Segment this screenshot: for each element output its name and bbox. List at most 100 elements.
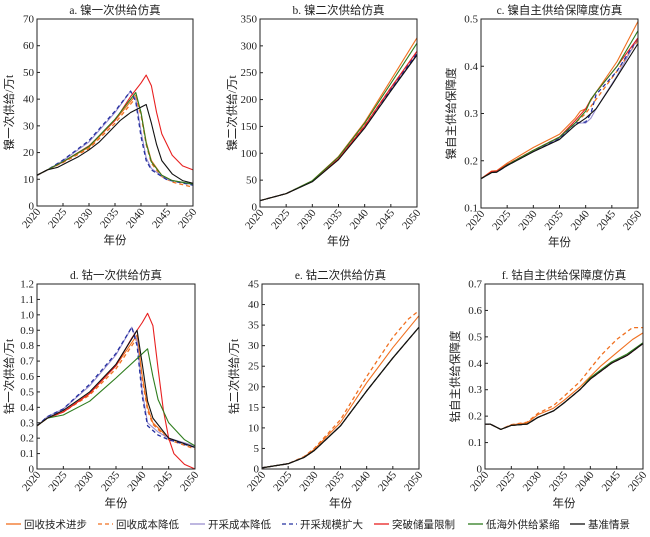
y-tick-label: 20 [248, 381, 260, 393]
x-tick-label: 2045 [595, 208, 619, 233]
x-tick-label: 2020 [20, 469, 44, 494]
y-tick-label: 0.5 [468, 331, 482, 343]
x-tick-label: 2040 [350, 469, 374, 494]
x-tick-label: 2035 [99, 469, 123, 494]
y-tick-label: 0.2 [464, 155, 478, 167]
y-axis-label: 镍一次供给/万t [2, 74, 16, 150]
series-line [261, 326, 420, 469]
x-tick-label: 2035 [321, 207, 345, 232]
y-axis-label: 镍二次供给/万t [225, 75, 239, 151]
x-tick-label: 2020 [20, 206, 44, 231]
series-line [259, 50, 418, 202]
series-line [36, 334, 196, 448]
y-tick-label: 15 [248, 402, 260, 414]
y-tick-label: 35 [248, 320, 260, 332]
series-line [480, 21, 639, 180]
y-tick-label: 250 [241, 67, 258, 79]
series-line [36, 103, 194, 184]
y-tick-label: 0.1 [464, 203, 478, 215]
x-axis-label: 年份 [327, 234, 350, 248]
y-tick-label: 40 [23, 94, 35, 106]
legend-item: 低海外供给紧缩 [468, 518, 560, 531]
y-tick-label: 30 [23, 120, 35, 132]
x-tick-label: 2035 [547, 469, 571, 494]
series-line [485, 342, 644, 430]
y-tick-label: 0.3 [468, 384, 482, 396]
x-tick-label: 2035 [542, 208, 566, 233]
y-axis-label: 钴一次供给/万t [2, 338, 16, 414]
y-tick-label: 0.2 [20, 433, 34, 445]
y-tick-label: 1.0 [20, 309, 34, 321]
series-line [261, 326, 420, 469]
y-tick-label: 5 [254, 443, 260, 455]
series-line [261, 326, 420, 469]
y-tick-label: 50 [23, 67, 35, 79]
series-line [261, 326, 420, 469]
legend-label: 回收成本降低 [116, 518, 179, 531]
y-tick-label: 0.3 [464, 108, 478, 120]
series-line [480, 37, 639, 180]
x-tick-label: 2020 [245, 469, 269, 494]
y-tick-label: 0 [29, 201, 35, 213]
y-tick-label: 25 [248, 361, 260, 373]
series-line [485, 326, 643, 431]
x-axis-label: 年份 [104, 233, 127, 247]
series-line [36, 329, 196, 448]
legend-item: 突破储量限制 [374, 518, 455, 531]
y-tick-label: 0.7 [468, 279, 482, 291]
y-tick-label: 45 [248, 279, 260, 291]
y-tick-label: 200 [241, 94, 258, 106]
series-line [485, 343, 644, 430]
plot-frame [259, 18, 418, 208]
y-tick-label: 10 [248, 422, 260, 434]
chart-title: d. 钴一次供给仿真 [70, 268, 162, 282]
x-tick-label: 2020 [243, 207, 267, 232]
x-tick-label: 2040 [573, 469, 597, 494]
y-tick-label: 20 [23, 147, 35, 159]
y-tick-label: 40 [248, 299, 260, 311]
series-line [36, 326, 196, 447]
x-tick-label: 2035 [323, 469, 347, 494]
y-tick-label: 0.3 [20, 417, 34, 429]
x-axis-label: 年份 [329, 496, 352, 510]
x-tick-label: 2035 [98, 206, 122, 231]
x-tick-label: 2020 [468, 469, 492, 494]
y-tick-label: 60 [23, 40, 35, 52]
y-tick-label: 0.4 [20, 402, 34, 414]
legend-item: 回收技术进步 [6, 518, 87, 531]
y-axis-label: 钴二次供给/万t [227, 338, 241, 414]
y-tick-label: 350 [241, 14, 258, 26]
y-tick-label: 300 [241, 40, 258, 52]
x-tick-label: 2045 [150, 206, 174, 231]
y-tick-label: 30 [248, 340, 260, 352]
x-tick-label: 2045 [152, 469, 176, 494]
legend-label: 回收技术进步 [24, 518, 87, 531]
series-line [259, 51, 418, 202]
legend-label: 基准情景 [588, 518, 630, 531]
series-line [259, 54, 418, 202]
legend: 回收技术进步 回收成本降低 开采成本降低 开采规模扩大 突破储量限制 低海外供给紧缩 基准情… [6, 518, 630, 531]
x-tick-label: 2050 [402, 469, 426, 494]
y-tick-label: 0.6 [468, 305, 482, 317]
x-tick-label: 2050 [178, 469, 202, 494]
y-tick-label: 1.1 [20, 294, 34, 306]
series-line [259, 37, 418, 202]
series-line [485, 342, 644, 431]
x-tick-label: 2040 [348, 207, 372, 232]
x-tick-label: 2050 [626, 469, 650, 494]
y-axis-label: 镍自主供给保障度 [444, 67, 458, 159]
y-tick-label: 0 [29, 464, 35, 476]
y-tick-label: 0.8 [20, 340, 34, 352]
y-tick-label: 150 [241, 121, 258, 133]
chart-title: a. 镍一次供给仿真 [69, 3, 160, 17]
chart-title: c. 镍自主供给保障度仿真 [497, 3, 623, 17]
legend-label: 低海外供给紧缩 [486, 518, 560, 531]
y-tick-label: 100 [241, 148, 258, 160]
series-line [480, 37, 639, 180]
legend-label: 开采成本降低 [208, 518, 271, 531]
series-line [259, 53, 418, 202]
